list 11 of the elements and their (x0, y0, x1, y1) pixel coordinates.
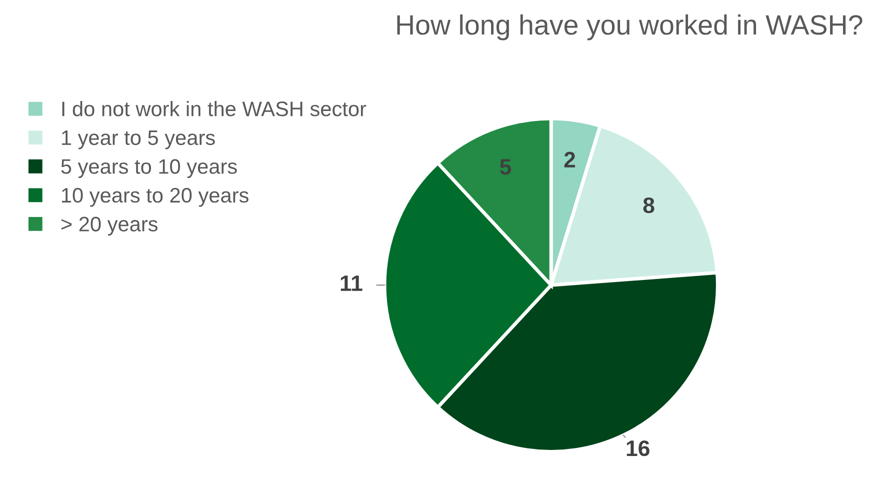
data-label: 5 (500, 159, 512, 175)
data-label: 11 (340, 276, 362, 291)
legend-label: 10 years to 20 years (62, 188, 248, 207)
legend-label: 5 years to 10 years (61, 159, 237, 178)
legend-label: > 20 years (61, 216, 158, 236)
legend-label: I do not work in the WASH sector (62, 100, 366, 116)
legend-label: 1 year to 5 years (62, 130, 215, 150)
chart-title: How long have you worked in WASH? (397, 14, 862, 40)
data-label: 8 (643, 197, 654, 214)
data-label: 16 (626, 440, 650, 456)
data-label: 2 (564, 152, 576, 168)
